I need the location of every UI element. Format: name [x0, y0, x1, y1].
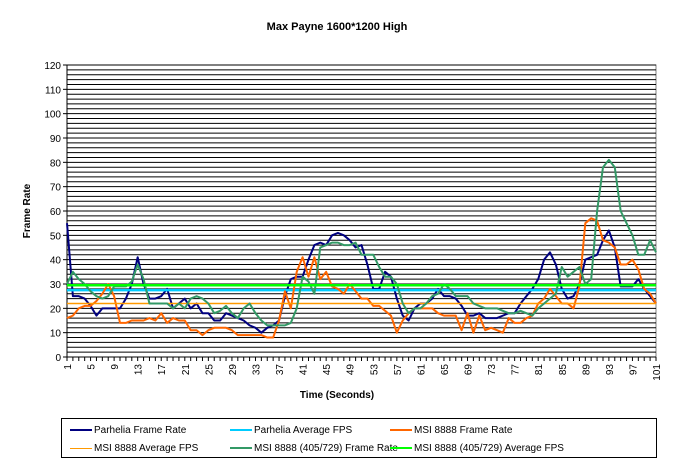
legend-swatch [230, 447, 252, 449]
y-tick-label: 120 [44, 61, 61, 72]
x-tick-label: 25 [204, 364, 215, 376]
y-tick-label: 20 [50, 304, 62, 315]
x-tick-label: 69 [464, 364, 475, 376]
series-line-msi-8888-frame-rate [66, 217, 657, 339]
y-tick-label: 10 [50, 329, 62, 340]
legend-item: Parhelia Average FPS [230, 423, 352, 437]
x-tick-label: 5 [87, 364, 98, 370]
chart-title: Max Payne 1600*1200 High [267, 21, 408, 33]
legend-item: MSI 8888 (405/729) Average FPS [390, 441, 564, 455]
y-tick-label: 60 [50, 207, 62, 218]
x-tick-label: 17 [157, 364, 168, 376]
y-tick-label: 100 [44, 110, 61, 121]
legend-label: MSI 8888 Frame Rate [414, 424, 513, 436]
legend-label: MSI 8888 (405/729) Frame Rate [254, 442, 398, 454]
x-tick-label: 81 [534, 364, 545, 376]
x-tick-label: 65 [440, 364, 451, 376]
y-tick-label: 80 [50, 158, 62, 169]
legend-label: Parhelia Frame Rate [94, 424, 187, 436]
x-tick-label: 97 [628, 364, 639, 376]
y-axis-label: Frame Rate [22, 183, 33, 238]
x-tick-label: 61 [416, 364, 427, 376]
legend-item: MSI 8888 Average FPS [70, 441, 198, 455]
x-tick-label: 9 [110, 364, 121, 370]
x-tick-label: 33 [251, 364, 262, 376]
legend-label: MSI 8888 (405/729) Average FPS [414, 442, 564, 454]
x-tick-label: 77 [511, 364, 522, 376]
legend-item: MSI 8888 (405/729) Frame Rate [230, 441, 398, 455]
y-tick-label: 70 [50, 183, 62, 194]
x-axis-label: Time (Seconds) [300, 390, 374, 401]
legend-item: Parhelia Frame Rate [70, 423, 186, 437]
legend-swatch [230, 429, 252, 431]
x-tick-label: 49 [346, 364, 357, 376]
x-tick-label: 89 [581, 364, 592, 376]
legend-label: MSI 8888 Average FPS [94, 442, 199, 454]
x-tick-label: 93 [605, 364, 616, 376]
y-tick-label: 50 [50, 231, 62, 242]
legend: Parhelia Frame Rate Parhelia Average FPS M… [61, 418, 657, 458]
x-tick-label: 37 [275, 364, 286, 376]
legend-swatch [70, 447, 92, 449]
x-tick-label: 41 [299, 364, 310, 376]
x-tick-label: 53 [369, 364, 380, 376]
x-tick-label: 29 [228, 364, 239, 376]
legend-swatch [70, 429, 92, 431]
y-tick-label: 40 [50, 256, 62, 267]
legend-label: Parhelia Average FPS [254, 424, 353, 436]
legend-swatch [390, 429, 412, 431]
x-tick-label: 13 [134, 364, 145, 376]
x-tick-label: 73 [487, 364, 498, 376]
y-tick-label: 110 [45, 85, 61, 96]
y-tick-label: 90 [50, 134, 62, 145]
x-tick-label: 45 [322, 364, 333, 376]
x-tick-label: 57 [393, 364, 404, 376]
x-tick-label: 101 [652, 364, 663, 381]
y-tick-label: 0 [55, 353, 61, 364]
y-tick-label: 30 [50, 280, 62, 291]
legend-swatch [390, 447, 412, 449]
x-tick-label: 21 [181, 364, 192, 376]
x-tick-label: 1 [63, 364, 74, 370]
x-tick-label: 85 [558, 364, 569, 376]
legend-item: MSI 8888 Frame Rate [390, 423, 512, 437]
